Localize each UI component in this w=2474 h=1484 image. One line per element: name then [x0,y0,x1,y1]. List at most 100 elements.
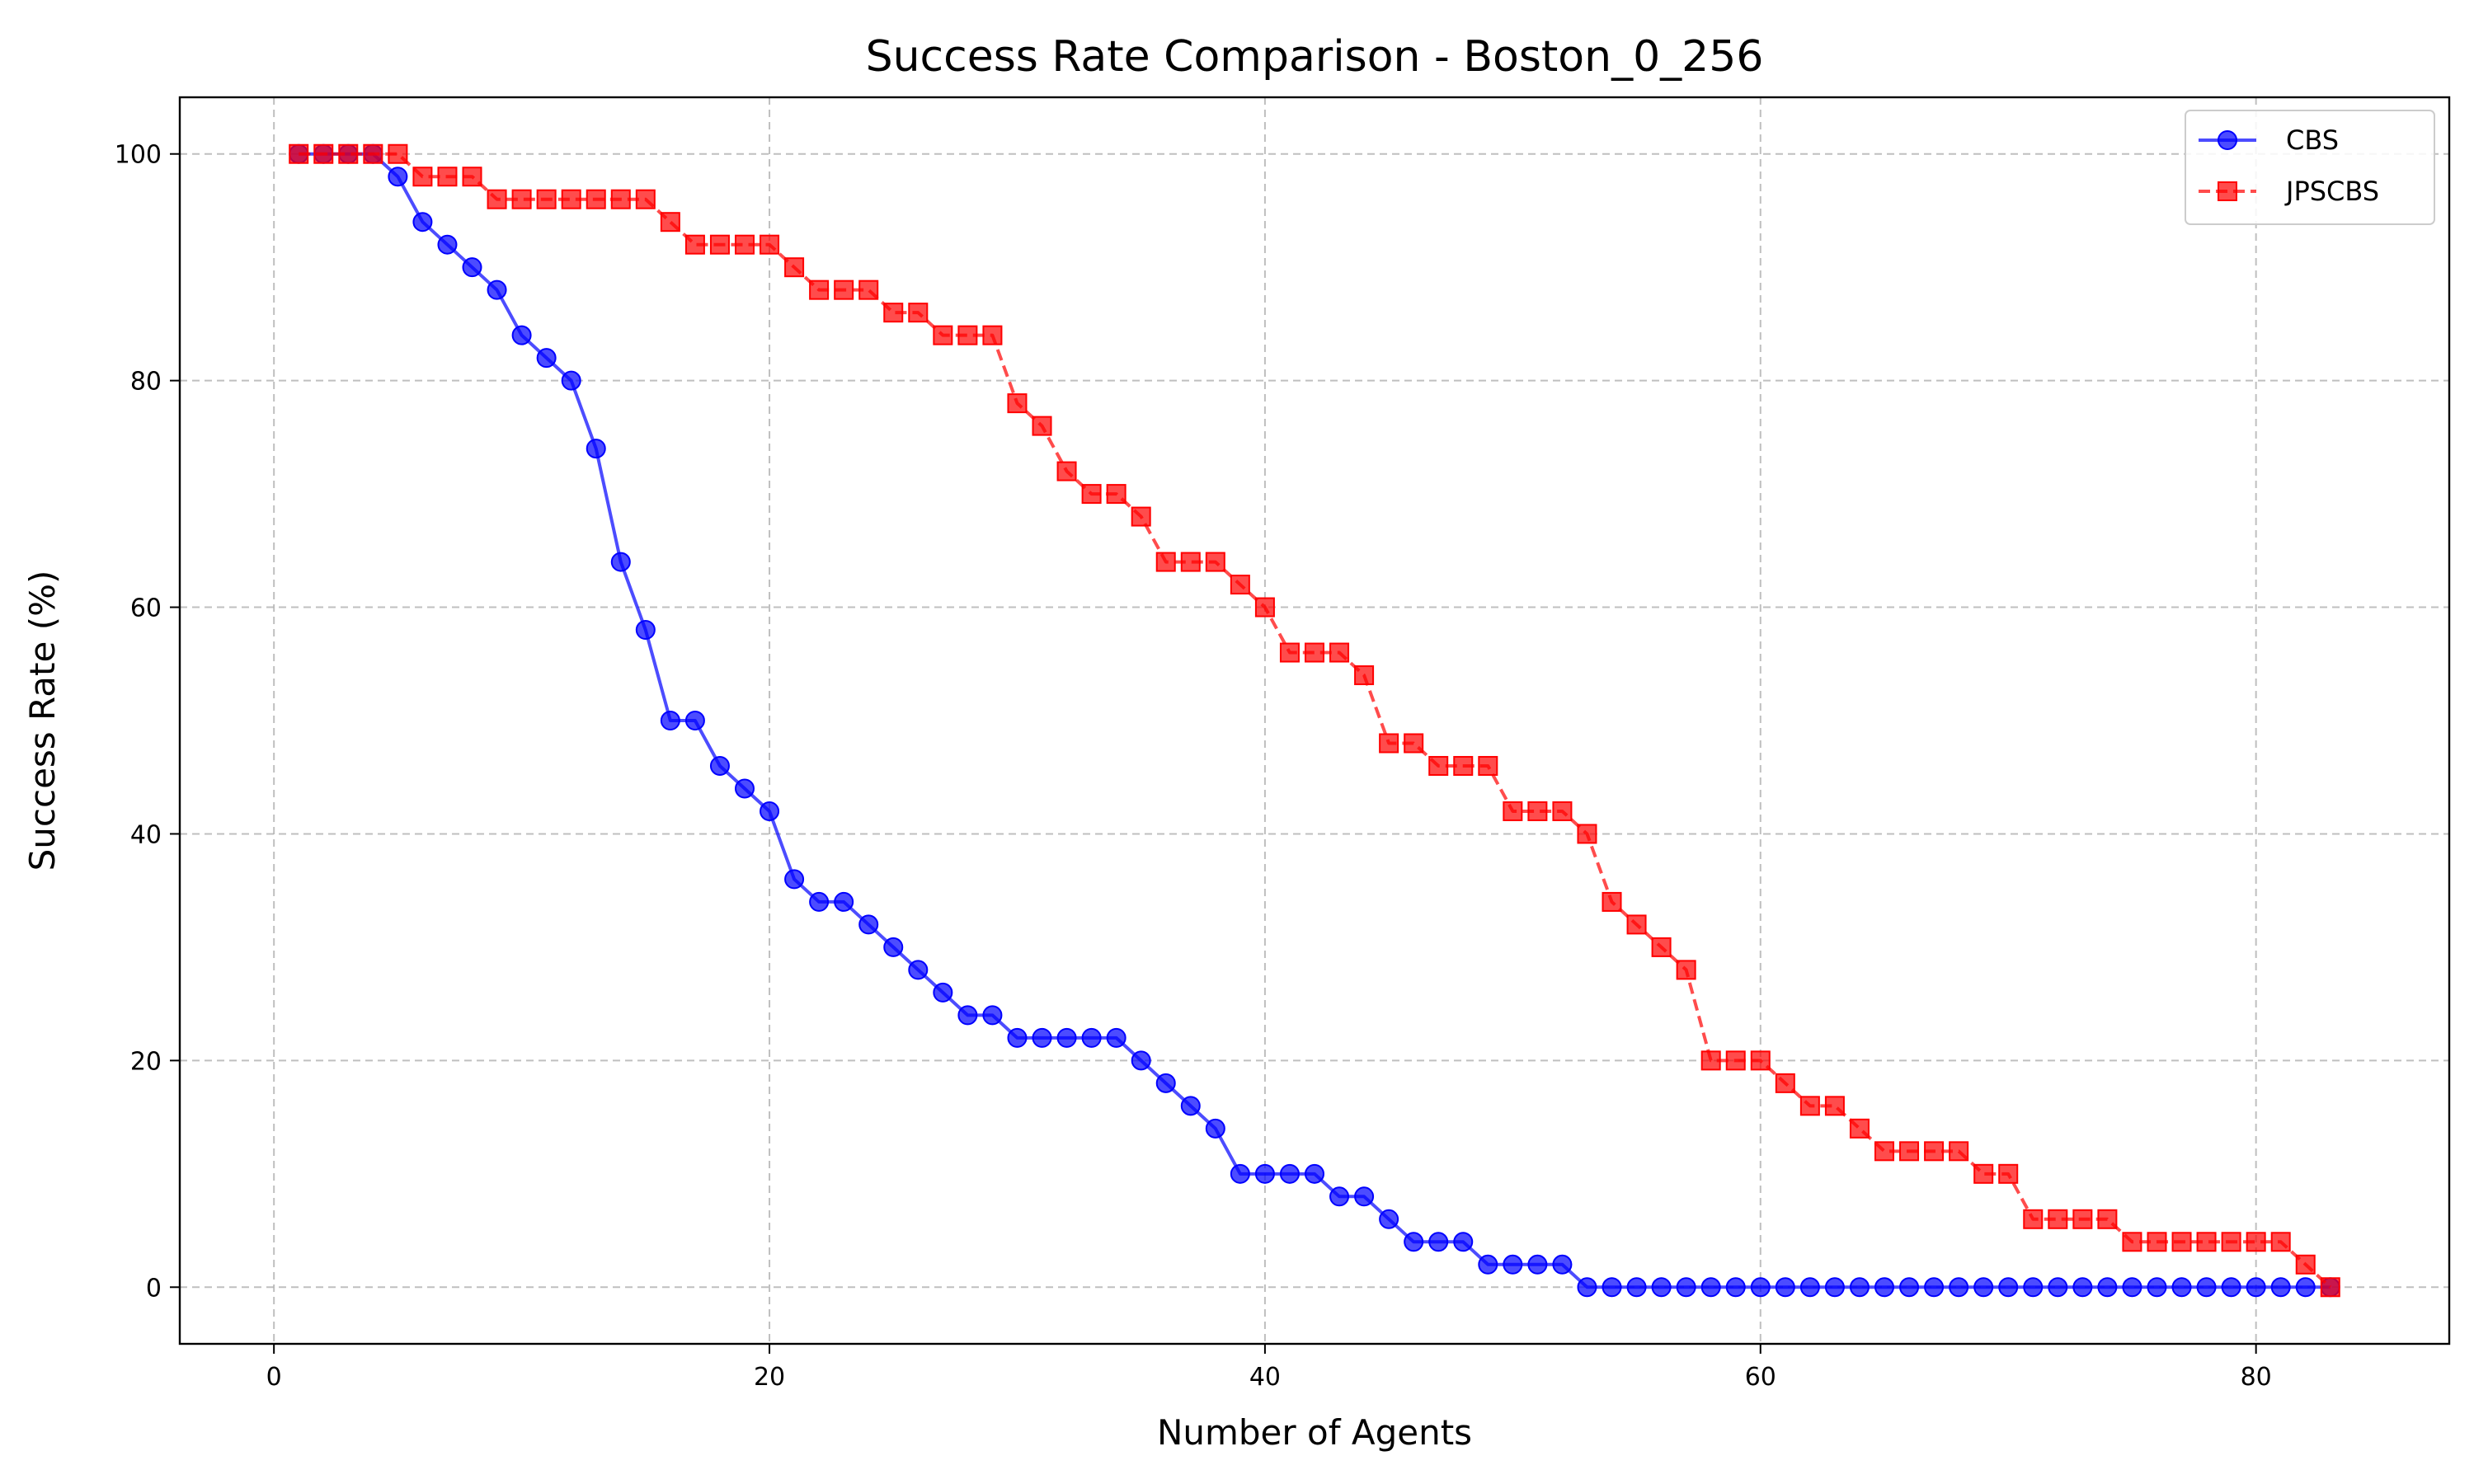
data-point-jpscbs [586,189,606,209]
data-point-cbs [1131,1050,1151,1071]
y-tick-label: 60 [130,594,162,623]
data-point-cbs [1428,1232,1449,1252]
data-point-jpscbs [908,303,929,323]
data-point-cbs [1725,1277,1746,1298]
data-point-cbs [933,982,953,1003]
data-point-jpscbs [1081,484,1102,505]
grid [180,97,2449,1344]
data-point-jpscbs [1404,733,1424,754]
data-point-cbs [1081,1027,1102,1048]
data-point-cbs [1379,1209,1399,1229]
data-point-cbs [2122,1277,2142,1298]
data-point-jpscbs [1700,1050,1721,1071]
data-point-jpscbs [2246,1232,2266,1252]
data-point-cbs [412,212,433,232]
chart-title: Success Rate Comparison - Boston_0_256 [866,32,1764,82]
data-point-cbs [1651,1277,1672,1298]
data-point-jpscbs [1651,937,1672,957]
data-point-cbs [784,869,805,890]
data-point-jpscbs [1131,506,1151,527]
data-point-cbs [1577,1277,1597,1298]
data-point-jpscbs [834,279,854,300]
data-point-cbs [760,801,780,821]
data-point-cbs [2196,1277,2217,1298]
data-point-cbs [2246,1277,2266,1298]
data-point-jpscbs [709,234,730,255]
axes: 0 20 40 60 80 0 20 40 60 80 100 [115,141,2272,1392]
data-point-cbs [1700,1277,1721,1298]
data-point-cbs [1602,1277,1622,1298]
data-point-cbs [610,552,631,572]
data-point-jpscbs [809,279,830,300]
data-point-jpscbs [1602,891,1622,912]
data-point-jpscbs [511,189,532,209]
data-point-jpscbs [289,143,309,164]
data-point-cbs [1478,1254,1498,1275]
data-point-jpscbs [1254,597,1275,618]
data-point-jpscbs [1155,552,1176,572]
data-point-jpscbs [1106,484,1126,505]
data-point-jpscbs [1799,1096,1820,1116]
data-point-cbs [1155,1073,1176,1093]
data-point-cbs [660,711,680,730]
data-point-cbs [1305,1163,1324,1184]
data-point-jpscbs [1056,461,1077,481]
data-point-cbs [858,914,879,935]
data-point-jpscbs [1453,755,1474,776]
data-point-cbs [2171,1277,2192,1298]
data-point-jpscbs [1725,1050,1746,1071]
data-point-cbs [1230,1163,1250,1184]
data-point-jpscbs [1775,1073,1795,1093]
x-tick-label: 0 [266,1363,282,1392]
data-point-cbs [1056,1027,1077,1048]
data-point-cbs [1750,1277,1771,1298]
data-point-cbs [1676,1277,1696,1298]
data-point-jpscbs [1626,914,1647,935]
data-point-jpscbs [1329,642,1350,663]
data-point-cbs [2097,1277,2118,1298]
data-point-jpscbs [1899,1141,1920,1162]
data-point-jpscbs [784,257,805,278]
data-point-cbs [462,257,482,278]
data-point-jpscbs [2221,1232,2241,1252]
data-point-cbs [1453,1232,1474,1252]
data-point-cbs [1404,1232,1424,1252]
data-point-cbs [2270,1277,2291,1298]
data-point-cbs [487,279,507,300]
data-point-jpscbs [1750,1050,1771,1071]
data-point-cbs [1874,1277,1895,1298]
legend-marker-jpscbs [2218,181,2237,201]
data-point-jpscbs [363,143,383,164]
data-point-jpscbs [2048,1209,2068,1229]
data-point-jpscbs [412,167,433,187]
data-point-jpscbs [734,234,755,255]
data-point-cbs [1032,1027,1052,1048]
data-point-cbs [2147,1277,2167,1298]
data-point-cbs [957,1005,978,1026]
data-point-jpscbs [388,143,408,164]
data-point-cbs [684,711,705,730]
series-jpscbs [289,143,2340,1298]
data-point-jpscbs [1478,755,1498,776]
data-point-jpscbs [1032,416,1052,436]
data-point-cbs [1329,1186,1350,1207]
data-point-cbs [2221,1277,2241,1298]
data-point-jpscbs [1849,1118,1870,1139]
data-point-jpscbs [1230,575,1250,595]
data-point-jpscbs [2097,1209,2118,1229]
data-point-cbs [561,370,581,391]
data-point-jpscbs [883,303,904,323]
data-point-cbs [982,1005,1003,1026]
data-point-jpscbs [1180,552,1201,572]
data-point-jpscbs [437,167,458,187]
data-point-jpscbs [2320,1277,2340,1298]
data-point-cbs [1824,1277,1845,1298]
y-tick-label: 80 [130,368,162,397]
data-point-jpscbs [982,325,1003,345]
data-point-cbs [635,620,656,641]
data-point-jpscbs [1924,1141,1945,1162]
data-point-cbs [1973,1277,1994,1298]
data-point-jpscbs [933,325,953,345]
data-point-jpscbs [2072,1209,2093,1229]
